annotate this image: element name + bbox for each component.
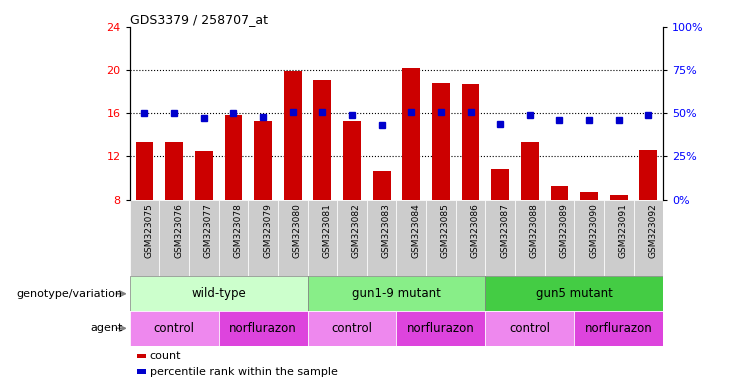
Bar xyxy=(491,169,509,200)
Bar xyxy=(337,200,367,276)
Bar xyxy=(308,200,337,276)
Bar xyxy=(130,276,308,311)
Bar xyxy=(159,200,189,276)
Bar xyxy=(545,200,574,276)
Text: GSM323083: GSM323083 xyxy=(382,204,391,258)
Text: norflurazon: norflurazon xyxy=(585,322,653,335)
Bar xyxy=(426,200,456,276)
Bar xyxy=(604,200,634,276)
Bar xyxy=(189,200,219,276)
Text: control: control xyxy=(153,322,195,335)
Text: GSM323091: GSM323091 xyxy=(619,204,628,258)
Bar xyxy=(485,276,663,311)
Bar xyxy=(456,200,485,276)
Bar xyxy=(432,83,450,200)
Text: GDS3379 / 258707_at: GDS3379 / 258707_at xyxy=(130,13,268,26)
Bar xyxy=(574,200,604,276)
Text: control: control xyxy=(331,322,373,335)
Bar xyxy=(130,200,159,276)
Text: norflurazon: norflurazon xyxy=(407,322,475,335)
Bar xyxy=(248,200,278,276)
Text: GSM323092: GSM323092 xyxy=(648,204,657,258)
Bar xyxy=(521,142,539,200)
Text: GSM323080: GSM323080 xyxy=(293,204,302,258)
Text: wild-type: wild-type xyxy=(191,287,246,300)
Text: count: count xyxy=(150,351,182,361)
Bar xyxy=(165,142,183,200)
Bar xyxy=(225,116,242,200)
Bar xyxy=(373,170,391,200)
Bar xyxy=(396,200,426,276)
Bar xyxy=(639,150,657,200)
Text: GSM323075: GSM323075 xyxy=(144,204,153,258)
Bar xyxy=(308,276,485,311)
Bar xyxy=(343,121,361,200)
Text: norflurazon: norflurazon xyxy=(229,322,297,335)
Bar xyxy=(610,195,628,200)
Text: agent: agent xyxy=(90,323,122,333)
Text: gun1-9 mutant: gun1-9 mutant xyxy=(352,287,441,300)
Bar xyxy=(308,311,396,346)
Bar xyxy=(136,142,153,200)
Bar xyxy=(219,311,308,346)
Bar xyxy=(515,200,545,276)
Text: gun5 mutant: gun5 mutant xyxy=(536,287,613,300)
Bar xyxy=(402,68,420,200)
Bar xyxy=(485,200,515,276)
Bar xyxy=(313,80,331,200)
Text: percentile rank within the sample: percentile rank within the sample xyxy=(150,366,338,377)
Text: control: control xyxy=(509,322,551,335)
Text: GSM323082: GSM323082 xyxy=(352,204,361,258)
Bar xyxy=(219,200,248,276)
Text: genotype/variation: genotype/variation xyxy=(16,289,122,299)
Bar xyxy=(574,311,663,346)
Bar xyxy=(195,151,213,200)
Text: GSM323089: GSM323089 xyxy=(559,204,568,258)
Bar xyxy=(634,200,663,276)
Bar xyxy=(462,84,479,200)
Text: GSM323078: GSM323078 xyxy=(233,204,242,258)
Text: GSM323085: GSM323085 xyxy=(441,204,450,258)
Text: GSM323087: GSM323087 xyxy=(500,204,509,258)
Text: GSM323076: GSM323076 xyxy=(174,204,183,258)
Bar xyxy=(254,121,272,200)
Bar xyxy=(284,71,302,200)
Text: GSM323079: GSM323079 xyxy=(263,204,272,258)
Bar xyxy=(396,311,485,346)
Text: GSM323090: GSM323090 xyxy=(589,204,598,258)
Bar xyxy=(551,185,568,200)
Bar xyxy=(485,311,574,346)
Bar xyxy=(130,311,219,346)
Text: GSM323081: GSM323081 xyxy=(322,204,331,258)
Text: GSM323077: GSM323077 xyxy=(204,204,213,258)
Text: GSM323088: GSM323088 xyxy=(530,204,539,258)
Text: GSM323086: GSM323086 xyxy=(471,204,479,258)
Bar xyxy=(278,200,308,276)
Bar xyxy=(367,200,396,276)
Text: GSM323084: GSM323084 xyxy=(411,204,420,258)
Bar xyxy=(580,192,598,200)
